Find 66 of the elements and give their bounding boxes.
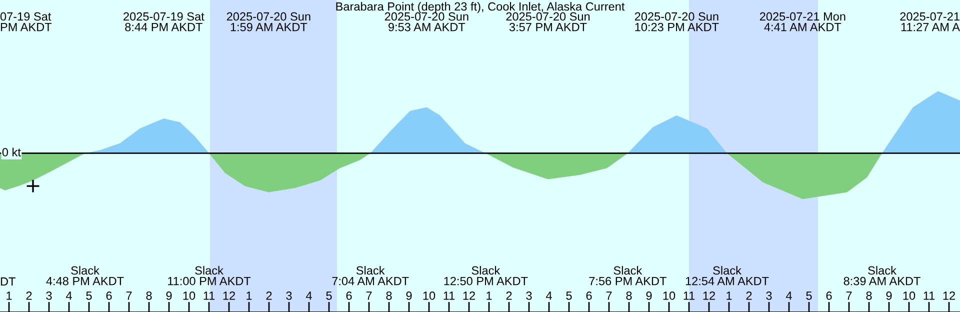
x-tick-label: 9 (886, 291, 892, 300)
text: 2025-07-21 Mon 4:41 AM AKDT (760, 12, 846, 32)
x-tick-label: 3 (766, 291, 772, 300)
x-tick-label: 12 (943, 291, 955, 300)
x-tick-label: 8 (386, 291, 392, 300)
text: Slack 4:48 PM AKDT (46, 266, 124, 286)
x-tick-label: 3 (46, 291, 52, 300)
text: DT (0, 277, 16, 286)
text: 07-19 Sat PM AKDT (0, 12, 52, 32)
x-tick-label: 4 (66, 292, 72, 300)
x-tick-label: 6 (346, 291, 352, 300)
x-tick-label: 1 (6, 292, 12, 300)
x-tick-label: 9 (406, 291, 412, 300)
x-tick-label: 8 (866, 291, 872, 300)
x-tick-label: 4 (786, 292, 792, 300)
text: 2025-07-20 Sun 9:53 AM AKDT (384, 12, 468, 32)
x-tick-label: 3 (526, 291, 532, 300)
x-tick-label: 6 (106, 291, 112, 300)
x-tick-label: 6 (586, 291, 592, 300)
x-tick-label: 2 (746, 291, 752, 300)
annotation: 0 kt (2, 148, 21, 156)
x-tick-label: 6 (826, 291, 832, 300)
x-tick-label: 9 (166, 291, 172, 300)
x-tick-label: 5 (806, 292, 812, 300)
x-tick-label: 4 (546, 292, 552, 300)
x-tick-label: 12 (703, 291, 715, 300)
x-tick-label: 1 (486, 292, 492, 300)
x-tick-label: 11 (444, 292, 455, 300)
text: Slack 8:39 AM AKDT (844, 266, 920, 286)
x-tick-label: 10 (183, 291, 196, 300)
x-tick-label: 2 (506, 291, 512, 300)
x-tick-label: 11 (924, 292, 935, 300)
x-tick-label: 7 (606, 292, 612, 300)
x-tick-label: 1 (246, 292, 252, 300)
text: 2025-07-19 Sat 8:44 PM AKDT (124, 12, 204, 32)
text: Slack 11:00 PM AKDT (168, 266, 251, 286)
text: 2025-07-20 Sun 10:23 PM AKDT (634, 12, 719, 32)
x-tick-label: 12 (223, 291, 235, 300)
x-tick-label: 10 (423, 291, 436, 300)
x-tick-label: 11 (204, 292, 215, 300)
x-tick-label: 12 (463, 291, 475, 300)
text: 2025-07-20 Sun 1:59 AM AKDT (226, 12, 310, 32)
x-tick-label: 9 (646, 291, 652, 300)
x-tick-label: 7 (366, 292, 372, 300)
x-tick-label: 10 (663, 291, 676, 300)
text: 2025-07-20 Sun 3:57 PM AKDT (506, 12, 590, 32)
x-tick-label: 8 (626, 291, 632, 300)
x-tick-label: 5 (566, 292, 572, 300)
x-tick-label: 2 (266, 291, 272, 300)
x-tick-label: 3 (286, 291, 292, 300)
x-tick-label: 11 (684, 292, 695, 300)
text: 2025-07-21 11:27 AM A (900, 12, 960, 32)
x-tick-label: 10 (903, 291, 916, 300)
text: Slack 7:04 AM AKDT (332, 266, 409, 286)
x-tick-label: 5 (86, 292, 92, 300)
text: Slack 12:54 AM AKDT (686, 266, 769, 286)
x-tick-label: 1 (726, 292, 732, 300)
chart-title: Barabara Point (depth 23 ft), Cook Inlet, Alaska Current (336, 2, 625, 14)
x-tick-label: 7 (846, 292, 852, 300)
text: Slack 12:50 PM AKDT (444, 266, 528, 286)
x-tick-label: 5 (326, 292, 332, 300)
x-tick-label: 8 (146, 291, 152, 300)
x-tick-label: 7 (126, 292, 132, 300)
x-tick-label: 4 (306, 292, 312, 300)
x-tick-label: 2 (26, 291, 32, 300)
text: Slack 7:56 PM AKDT (589, 266, 666, 286)
